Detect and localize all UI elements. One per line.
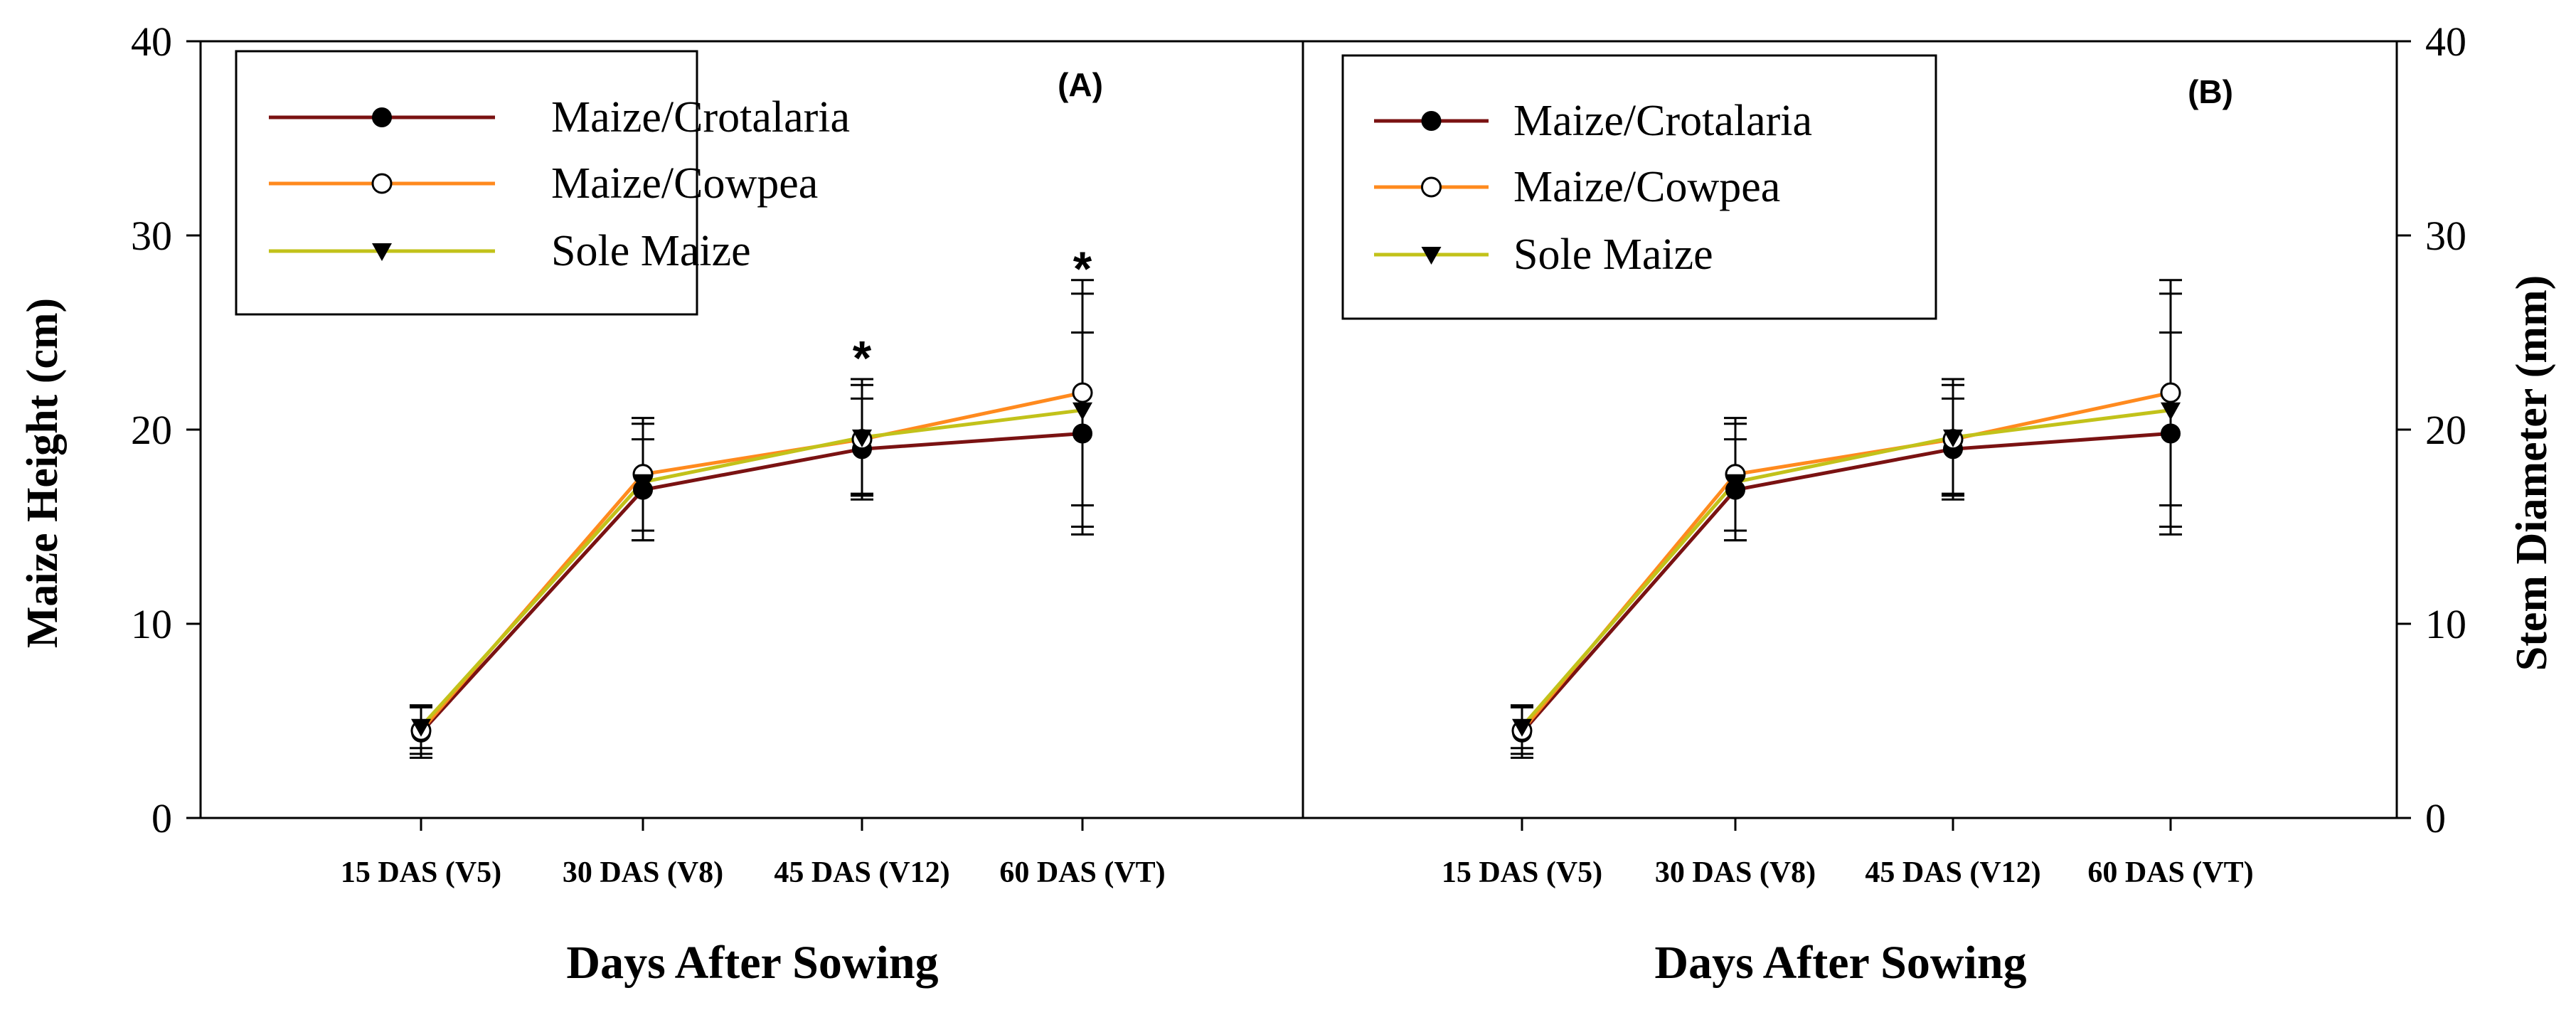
- panel-a-series-line-crotalaria: [420, 431, 1083, 734]
- panel-b-legend-marker-cowpea: [1421, 176, 1442, 198]
- panel-b-y-tick-label: 40: [2425, 18, 2466, 65]
- panel-b-y-tick-label: 10: [2425, 601, 2466, 647]
- panel-b-point-cowpea: [2160, 382, 2181, 403]
- panel-b-x-axis-title: Days After Sowing: [1654, 937, 2026, 989]
- panel-a-point-sole: [852, 429, 872, 447]
- panel-b-point-sole: [1943, 429, 1963, 447]
- panel-a-series-line-cowpea: [420, 390, 1083, 732]
- panel-a-significance-marker: *: [853, 331, 872, 386]
- panel-b-label: (B): [2188, 73, 2233, 110]
- panel-b-y-tick-label: 30: [2425, 213, 2466, 259]
- panel-a-x-tick-label: 60 DAS (VT): [999, 856, 1165, 889]
- panel-b-point-sole: [1725, 474, 1745, 492]
- panel-a-series-line-sole: [420, 408, 1083, 728]
- panel-a-x-axis-title: Days After Sowing: [566, 937, 938, 989]
- panel-a-legend-marker-cowpea: [371, 173, 393, 194]
- panel-b-x-tick-label: 30 DAS (V8): [1655, 856, 1816, 889]
- panel-b-legend-label: Maize/Crotalaria: [1513, 97, 1812, 145]
- panel-a-legend-label: Maize/Cowpea: [551, 159, 818, 208]
- panel-a-point-sole: [411, 718, 431, 737]
- panel-a-legend-label: Sole Maize: [551, 227, 751, 275]
- right-y-axis-title: Stem Diameter (mm): [2508, 275, 2556, 671]
- panel-a-legend-marker-crotalaria: [372, 107, 392, 127]
- panel-a-label: (A): [1058, 66, 1103, 103]
- panel-a-x-tick-label: 45 DAS (V12): [774, 856, 949, 889]
- panel-b-legend-label: Sole Maize: [1513, 230, 1713, 279]
- panel-b-series-line-crotalaria: [1521, 431, 2171, 734]
- panel-b-y-tick-label: 0: [2425, 795, 2446, 841]
- panel-b-legend-marker-sole: [1421, 247, 1442, 265]
- panel-b-series-line-sole: [1521, 408, 2171, 728]
- panel-a-x-tick-label: 15 DAS (V5): [341, 856, 501, 889]
- panel-b-legend-marker-crotalaria: [1421, 111, 1442, 131]
- panel-a-legend-label: Maize/Crotalaria: [551, 93, 850, 142]
- panel-b-legend-label: Maize/Cowpea: [1513, 163, 1780, 211]
- panel-a-y-tick-label: 40: [131, 18, 172, 65]
- panel-a-chart: 0 10 20 30 40 15 DAS (V5) 30 DAS (V8) 45 DAS (V…: [131, 18, 1304, 889]
- panel-a-legend: Maize/Crotalaria Maize/Cowpea Sole Maize: [235, 50, 850, 316]
- panel-a-point-crotalaria: [1073, 423, 1092, 444]
- panel-a-y-tick-label: 10: [131, 601, 172, 647]
- panel-b-point-sole: [2161, 402, 2181, 420]
- panel-a-y-tick-label: 20: [131, 407, 172, 453]
- panel-b-x-tick-label: 45 DAS (V12): [1865, 856, 2040, 889]
- panel-b-y-tick-label: 20: [2425, 407, 2466, 453]
- panel-a-point-cowpea: [1072, 382, 1093, 403]
- panel-a-point-sole: [1073, 402, 1092, 420]
- panel-b-point-crotalaria: [2161, 423, 2181, 444]
- panel-a-significance-marker: *: [1073, 242, 1092, 296]
- panel-a-x-tick-label: 30 DAS (V8): [563, 856, 723, 889]
- panel-a-legend-marker-sole: [372, 243, 392, 261]
- left-y-axis-title: Maize Height (cm): [18, 298, 67, 648]
- panel-b-legend: Maize/Crotalaria Maize/Cowpea Sole Maize: [1341, 54, 1937, 320]
- panel-b-x-tick-label: 60 DAS (VT): [2087, 856, 2253, 889]
- panel-b-series-line-cowpea: [1521, 390, 2171, 732]
- panel-a-point-sole: [633, 474, 653, 492]
- panel-b-point-sole: [1512, 718, 1532, 737]
- panel-b-x-tick-label: 15 DAS (V5): [1442, 856, 1602, 889]
- panel-a-y-tick-label: 30: [131, 213, 172, 259]
- panel-a-y-tick-label: 0: [151, 795, 172, 841]
- panel-b-chart: 0 10 20 30 40 15 DAS (V5) 30 DAS (V8) 45 DAS (V…: [1303, 18, 2466, 889]
